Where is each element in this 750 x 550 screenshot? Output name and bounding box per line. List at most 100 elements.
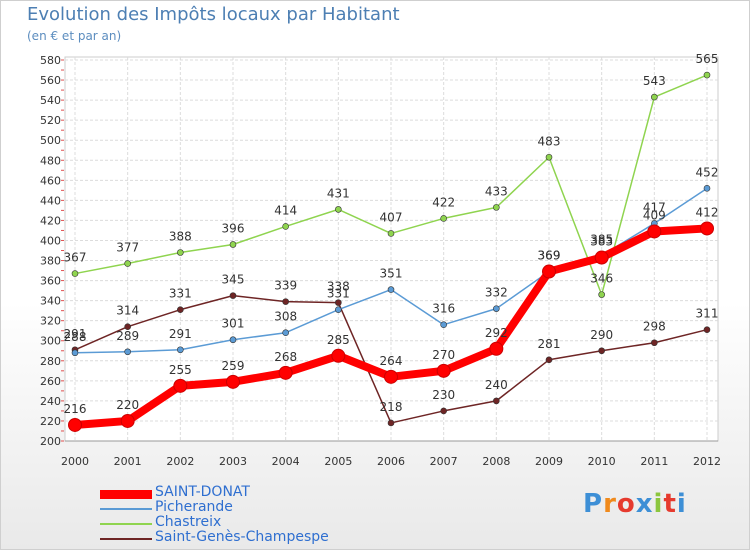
data-label: 285 [327, 333, 350, 347]
data-point [177, 346, 184, 354]
data-point [440, 215, 447, 222]
data-label: 220 [116, 398, 139, 412]
data-label: 291 [64, 327, 87, 341]
x-tick-label: 2008 [482, 455, 510, 468]
data-point [440, 407, 447, 415]
data-label: 414 [274, 203, 297, 217]
data-label: 339 [274, 279, 297, 293]
x-tick-label: 2009 [535, 455, 563, 468]
data-point [173, 378, 188, 393]
data-point [542, 264, 556, 279]
y-tick-label: 320 [40, 315, 61, 328]
data-point [278, 365, 293, 380]
data-point [124, 323, 131, 331]
y-tick-label: 340 [40, 295, 61, 308]
data-point [493, 305, 500, 312]
data-label: 409 [643, 208, 666, 222]
data-point [387, 286, 395, 293]
data-label: 385 [590, 233, 613, 247]
data-label: 230 [432, 388, 455, 402]
chart-title: Evolution des Impôts locaux par Habitant [27, 4, 400, 25]
data-label: 308 [274, 310, 297, 324]
data-label: 291 [169, 327, 192, 341]
data-point [703, 326, 711, 334]
data-point [226, 374, 240, 389]
data-label: 240 [485, 378, 508, 392]
logo-letter: r [603, 489, 617, 519]
x-tick-label: 2002 [166, 455, 194, 468]
data-label: 292 [485, 326, 508, 340]
data-point [598, 291, 605, 298]
y-tick-label: 200 [40, 435, 61, 448]
data-point [545, 356, 553, 364]
data-label: 301 [222, 317, 245, 331]
data-point [71, 349, 79, 357]
legend-swatch [100, 538, 152, 540]
y-tick-label: 500 [40, 134, 61, 147]
data-label: 331 [169, 287, 192, 301]
x-tick-label: 2007 [430, 455, 458, 468]
data-label: 543 [643, 74, 666, 88]
data-point [651, 93, 658, 101]
data-label: 388 [169, 230, 192, 244]
legend-label: Saint-Genès-Champespe [155, 529, 329, 545]
y-tick-label: 280 [40, 355, 61, 368]
data-label: 298 [643, 320, 666, 334]
y-tick-label: 220 [40, 415, 61, 428]
logo-letter: x [635, 489, 654, 519]
data-label: 565 [696, 52, 719, 66]
data-label: 270 [432, 348, 455, 362]
data-point [440, 321, 447, 328]
data-point [124, 348, 131, 356]
logo-letter: o [616, 489, 636, 519]
data-point [282, 223, 289, 230]
data-label: 412 [696, 205, 719, 219]
legend-label: Chastreix [155, 514, 222, 530]
data-label: 259 [222, 359, 245, 373]
data-point [594, 250, 609, 265]
legend-swatch [100, 523, 152, 525]
data-label: 452 [696, 165, 719, 179]
legend-label: SAINT-DONAT [155, 484, 250, 500]
data-label: 290 [590, 328, 613, 342]
data-point [177, 249, 184, 256]
data-point [282, 298, 289, 305]
data-point [120, 413, 135, 428]
legend-swatch [100, 489, 152, 499]
data-label: 433 [485, 184, 508, 198]
y-tick-label: 520 [40, 114, 61, 127]
data-label: 316 [432, 302, 455, 316]
data-label: 345 [222, 273, 245, 287]
x-tick-label: 2010 [588, 455, 616, 468]
data-label: 216 [64, 402, 87, 416]
data-point [700, 221, 714, 236]
y-tick-label: 240 [40, 395, 61, 408]
y-tick-label: 580 [40, 54, 61, 67]
chart-subtitle: (en € et par an) [27, 29, 122, 43]
y-tick-label: 480 [40, 154, 61, 167]
x-tick-label: 2005 [324, 455, 352, 468]
data-point [282, 329, 289, 337]
data-label: 417 [643, 200, 666, 214]
data-point [545, 153, 553, 161]
data-label: 288 [64, 330, 87, 344]
data-label: 264 [380, 354, 403, 368]
data-point [331, 348, 346, 363]
data-label: 255 [169, 363, 192, 377]
data-point [598, 347, 605, 355]
logo-letter: i [676, 489, 687, 519]
x-tick-label: 2004 [272, 455, 300, 468]
data-label: 268 [274, 350, 297, 364]
data-label: 338 [327, 280, 350, 294]
data-point [177, 306, 184, 313]
data-point [493, 397, 500, 405]
proxiti-logo: Proxiti [583, 489, 687, 519]
data-point [387, 419, 395, 427]
data-point [229, 241, 237, 248]
data-point [68, 417, 82, 432]
data-label: 396 [222, 221, 245, 235]
data-label: 407 [380, 210, 403, 224]
y-tick-label: 540 [40, 94, 61, 107]
data-point [335, 306, 342, 313]
